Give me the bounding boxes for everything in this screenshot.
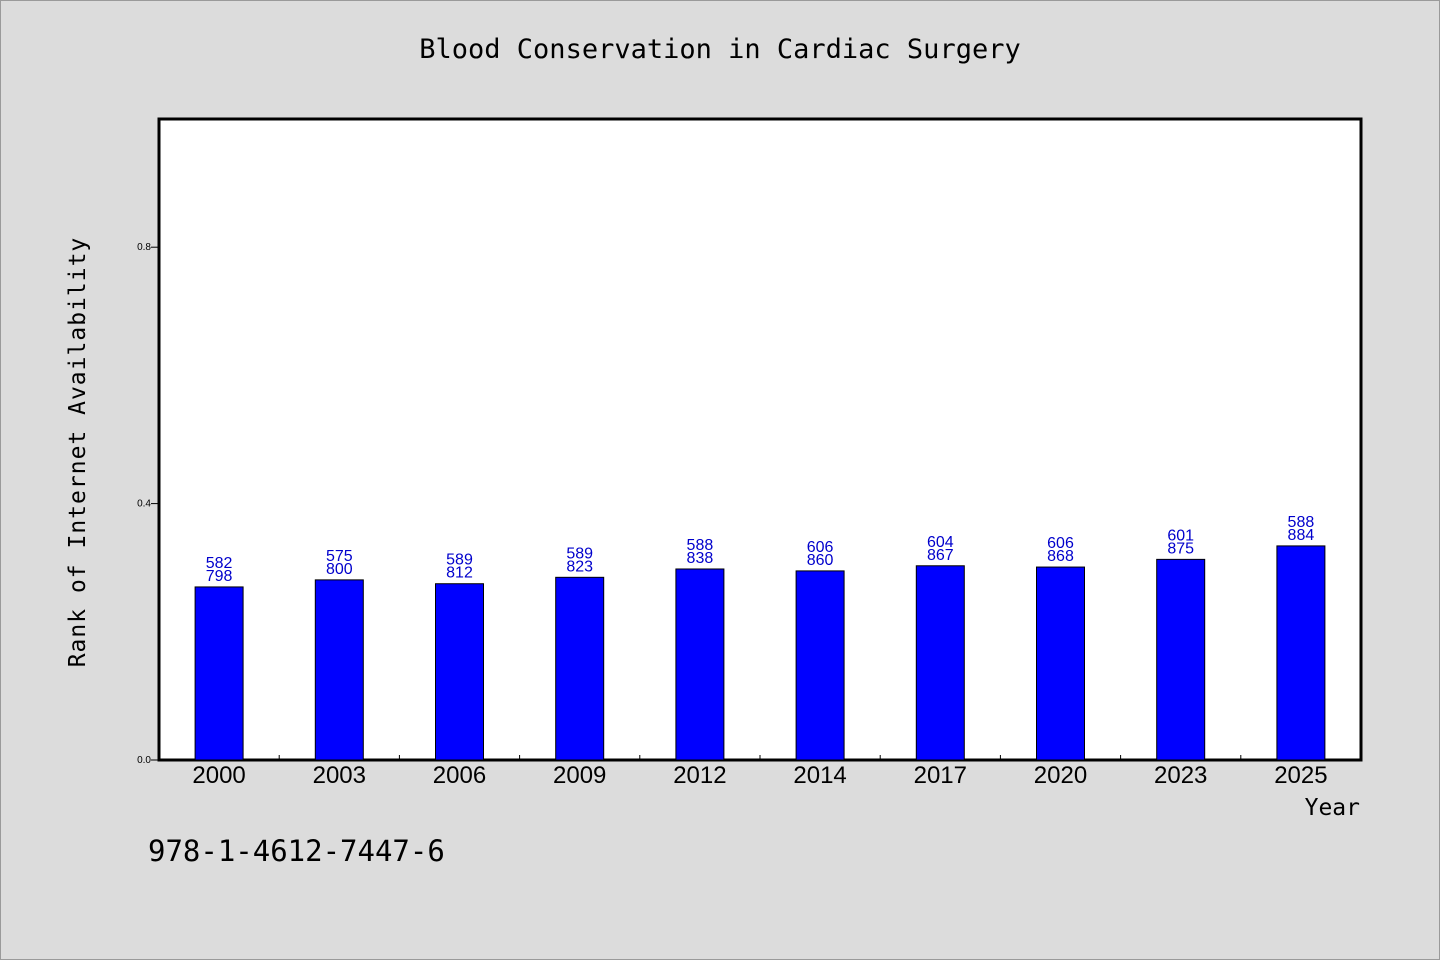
bar-data-label-bottom: 860 — [807, 552, 834, 569]
y-tick-label: 0.8 — [137, 242, 151, 253]
bar-data-label-bottom: 875 — [1167, 540, 1194, 557]
bar-data-label-top: 604 — [927, 534, 954, 551]
y-tick-label: 0.0 — [137, 755, 151, 766]
bar-series — [194, 545, 1326, 761]
bar-data-label-bottom: 800 — [326, 561, 353, 578]
y-axis-ticks: 0.0 0.4 0.8 — [137, 242, 159, 766]
bar — [435, 583, 484, 761]
x-tick-label: 2003 — [313, 762, 366, 789]
bar-data-label-bottom: 867 — [927, 547, 954, 564]
chart-title: Blood Conservation in Cardiac Surgery — [419, 34, 1021, 65]
bar — [314, 579, 364, 761]
bar-data-label-top: 601 — [1167, 527, 1194, 544]
x-tick-label: 2023 — [1154, 762, 1207, 789]
x-tick-label: 2006 — [433, 762, 486, 789]
bar-data-label-bottom: 798 — [206, 568, 233, 585]
x-tick-label: 2025 — [1274, 762, 1327, 789]
data-labels: 5827985758005898125898235888386068606048… — [206, 514, 1315, 585]
x-tick-label: 2000 — [192, 762, 245, 789]
x-axis-label: Year — [1304, 795, 1360, 821]
bar-data-label-top: 588 — [1288, 514, 1315, 531]
bar — [1276, 545, 1326, 761]
y-tick-label: 0.4 — [137, 499, 151, 510]
bar — [795, 570, 845, 761]
bar — [915, 565, 965, 761]
x-tick-label: 2017 — [914, 762, 967, 789]
x-tick-label: 2012 — [673, 762, 726, 789]
bar-data-label-bottom: 823 — [566, 558, 593, 575]
isbn-footer: 978-1-4612-7447-6 — [148, 834, 445, 868]
x-tick-label: 2014 — [793, 762, 846, 789]
bar-data-label-top: 606 — [807, 539, 834, 556]
bar-data-label-top: 589 — [446, 552, 473, 569]
bar-data-label-top: 575 — [326, 548, 353, 565]
x-axis-ticks: 2000 2003 2006 2009 2012 2014 2017 2020 2023 2025 — [192, 755, 1328, 789]
bar-data-label-top: 606 — [1047, 535, 1074, 552]
bar — [675, 568, 725, 761]
bar-data-label-bottom: 838 — [687, 550, 714, 567]
bar-data-label-top: 588 — [687, 537, 714, 554]
x-tick-label: 2009 — [553, 762, 606, 789]
bar — [194, 586, 244, 761]
bar-data-label-bottom: 812 — [446, 565, 473, 582]
bar-data-label-top: 582 — [206, 555, 233, 572]
bar — [1156, 558, 1206, 761]
bar — [1036, 566, 1085, 761]
bar — [555, 576, 605, 761]
bar-data-label-bottom: 868 — [1047, 548, 1074, 565]
x-tick-label: 2020 — [1034, 762, 1087, 789]
bar-data-label-bottom: 884 — [1288, 527, 1315, 544]
bar-data-label-top: 589 — [566, 545, 593, 562]
